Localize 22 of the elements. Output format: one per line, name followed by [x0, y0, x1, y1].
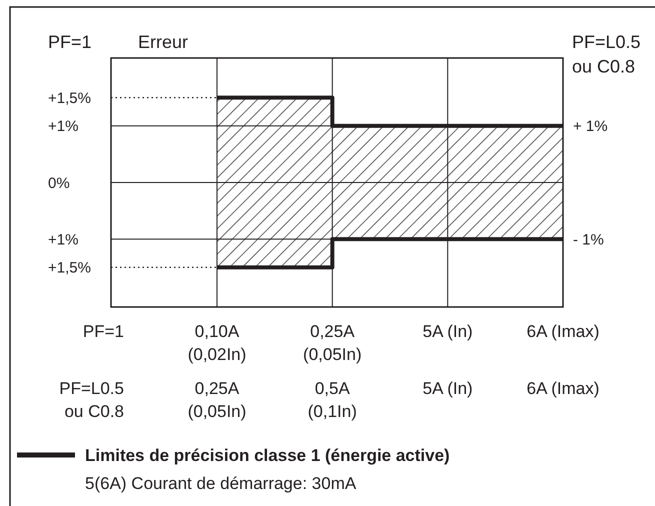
y-tick-label: +1% [48, 231, 78, 248]
y-tick-label: +1,5% [48, 260, 91, 277]
y-tick-label: +1% [48, 118, 78, 136]
x-tick-label: 0,25A (0,05In) [303, 322, 362, 364]
x-tick-label: 5A (In) [422, 322, 473, 341]
text: 5(6A) Courant de démarrage: 30mA [85, 474, 357, 493]
text: 5A (In) [422, 379, 473, 398]
y-axis-title: Erreur [138, 32, 188, 52]
text: PF=L0.5 ou C0.8 [572, 32, 641, 76]
y-tick-label: 0% [48, 174, 70, 192]
text: 0,25A (0,05In) [188, 379, 246, 421]
text: PF=1 [48, 32, 92, 52]
y2-tick-label: + 1% [573, 118, 608, 136]
text: PF=L0.5 ou C0.8 [59, 379, 124, 421]
x-tick-label: 0,10A (0,02In) [188, 322, 246, 364]
text: 0,5A (0,1In) [308, 379, 357, 421]
y-tick-label: +1,5% [48, 90, 91, 107]
text: 6A (Imax) [526, 379, 600, 398]
x-tick-label: 6A (Imax) [526, 322, 600, 341]
y2-tick-label: - 1% [573, 231, 604, 248]
text: PF=1 [82, 322, 124, 341]
legend-label: Limites de précision classe 1 (énergie active) [85, 446, 450, 465]
